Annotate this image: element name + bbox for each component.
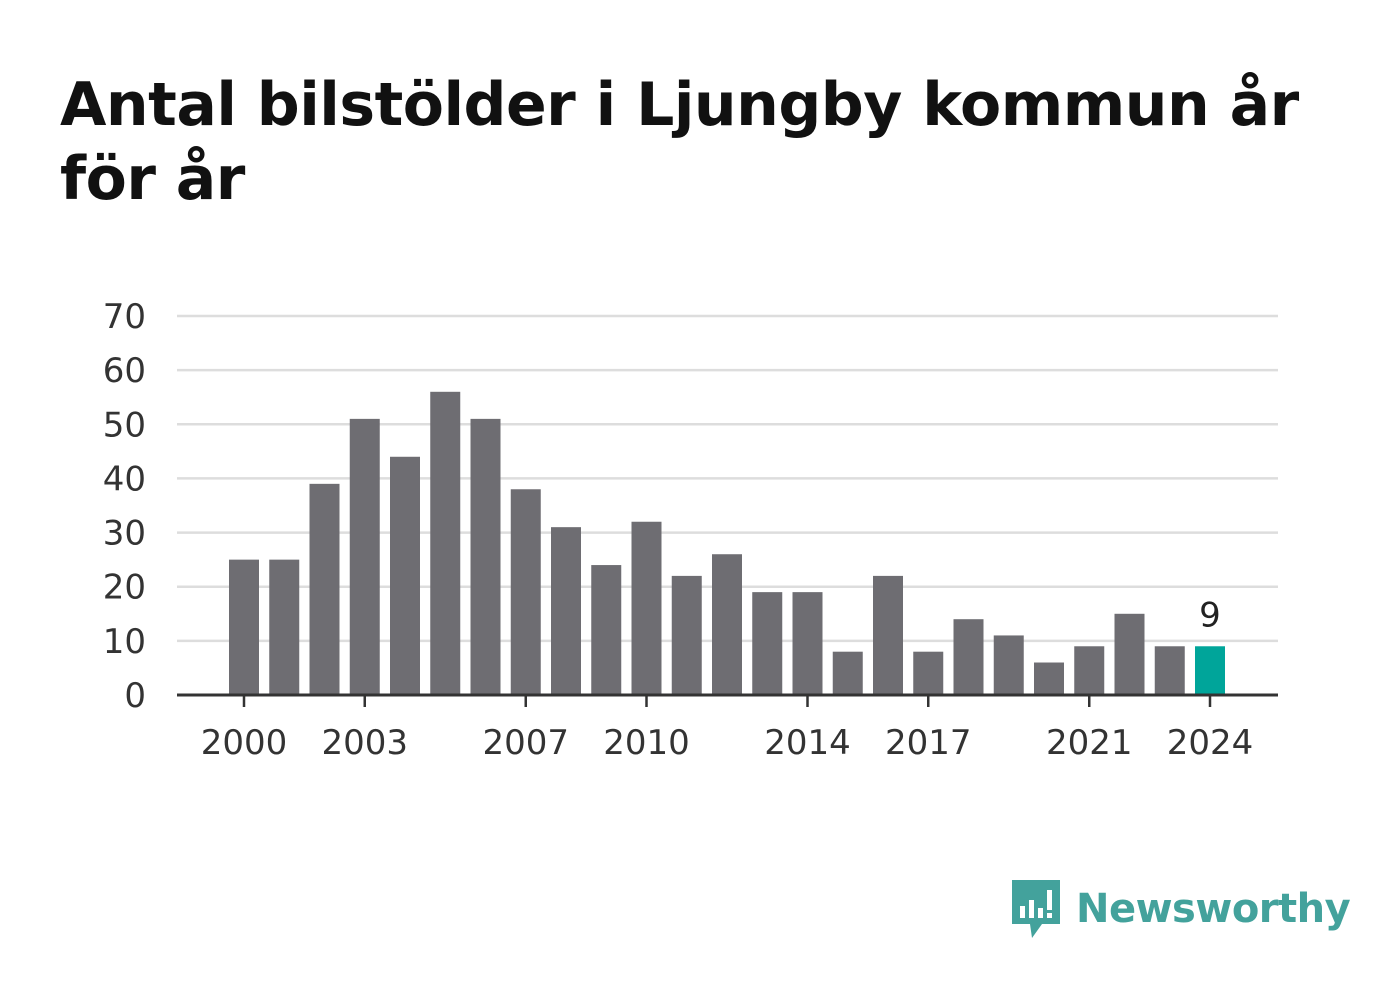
y-tick-label: 30 bbox=[103, 514, 146, 554]
bar-2003 bbox=[349, 418, 380, 695]
y-axis-ticks: 0 10 20 30 40 50 60 70 bbox=[103, 297, 146, 716]
bar-2005 bbox=[430, 391, 461, 695]
y-tick-label: 50 bbox=[103, 405, 146, 445]
y-tick-label: 20 bbox=[103, 568, 146, 608]
bar-2000 bbox=[229, 559, 259, 695]
y-tick-label: 0 bbox=[124, 676, 146, 716]
bar-2018 bbox=[953, 619, 984, 695]
x-tick-label: 2014 bbox=[764, 723, 851, 763]
y-tick-label: 60 bbox=[103, 351, 146, 391]
y-tick-label: 70 bbox=[103, 297, 146, 337]
newsworthy-logo-icon bbox=[1012, 880, 1060, 938]
bar-2020 bbox=[1034, 662, 1064, 695]
chart-title: Antal bilstölder i Ljungby kommun år för… bbox=[60, 70, 1299, 214]
bar-2019 bbox=[993, 635, 1024, 695]
bar-2011 bbox=[671, 575, 702, 695]
bar-2013 bbox=[752, 592, 783, 695]
x-axis bbox=[177, 693, 1278, 707]
bars bbox=[229, 391, 1225, 695]
bar-2023 bbox=[1154, 646, 1185, 695]
bar-2017 bbox=[913, 651, 944, 695]
bar-2022 bbox=[1114, 613, 1145, 695]
bar-2010 bbox=[631, 521, 662, 695]
bar-2004 bbox=[390, 456, 420, 695]
bar-2007 bbox=[510, 489, 541, 695]
bar-2015 bbox=[832, 651, 863, 695]
bar-2008 bbox=[551, 527, 581, 695]
bar-2006 bbox=[470, 418, 501, 695]
y-tick-label: 10 bbox=[103, 622, 146, 662]
bar-2001 bbox=[269, 559, 300, 695]
y-tick-label: 40 bbox=[103, 459, 146, 499]
x-axis-ticks: 2000 2003 2007 2010 2014 2017 2021 2024 bbox=[201, 723, 1254, 763]
x-tick-label: 2003 bbox=[321, 723, 408, 763]
bar-2012 bbox=[712, 554, 742, 695]
data-label-2024: 9 bbox=[1199, 595, 1221, 635]
x-tick-label: 2000 bbox=[201, 723, 288, 763]
data-labels: 9 bbox=[1199, 595, 1221, 635]
bar-2016 bbox=[873, 575, 903, 695]
bar-2002 bbox=[309, 483, 340, 695]
bar-2014 bbox=[792, 592, 823, 695]
x-tick-label: 2021 bbox=[1046, 723, 1133, 763]
x-tick-label: 2007 bbox=[482, 723, 569, 763]
x-tick-label: 2010 bbox=[603, 723, 690, 763]
bar-2024 bbox=[1195, 646, 1225, 695]
newsworthy-logo: Newsworthy bbox=[1010, 878, 1351, 940]
bar-2021 bbox=[1074, 646, 1105, 695]
x-tick-label: 2017 bbox=[885, 723, 972, 763]
newsworthy-logo-text: Newsworthy bbox=[1076, 886, 1351, 932]
bar-2009 bbox=[591, 565, 622, 695]
x-tick-label: 2024 bbox=[1167, 723, 1254, 763]
